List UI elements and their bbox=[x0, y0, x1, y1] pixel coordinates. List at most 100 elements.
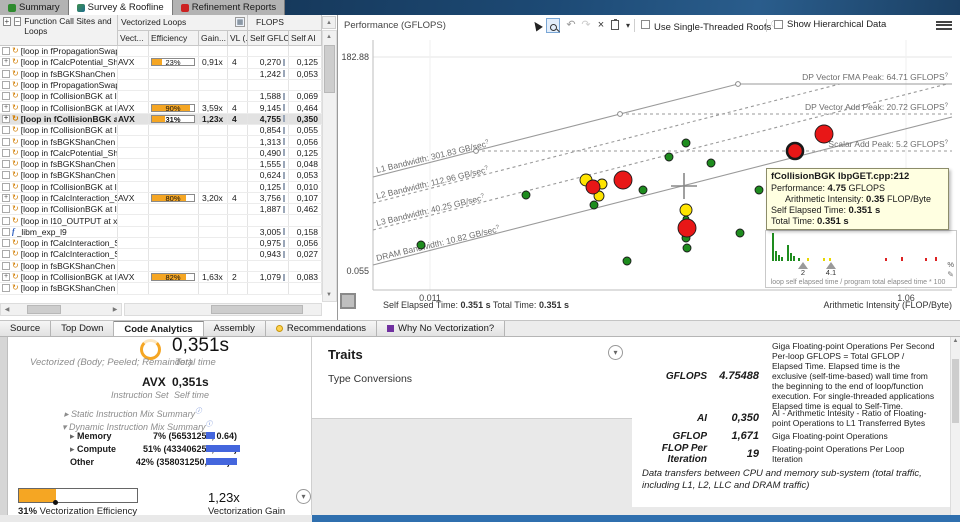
grid-hscrollbar-right[interactable] bbox=[124, 303, 322, 316]
threshold-slider[interactable] bbox=[798, 262, 808, 269]
scrollbar-thumb[interactable] bbox=[211, 305, 303, 314]
loop-dot-green[interactable] bbox=[681, 138, 691, 148]
customize-columns-icon[interactable]: ▦ bbox=[235, 17, 245, 27]
top-tab-survey-roofline[interactable]: Survey & Roofline bbox=[68, 0, 173, 15]
scrollbar-thumb[interactable] bbox=[952, 359, 959, 423]
loop-dot-green[interactable] bbox=[664, 152, 674, 162]
table-row[interactable]: ↻[loop in fsBGKShanChen at lb ... 1,555 0,… bbox=[0, 158, 322, 171]
collapse-traits-icon[interactable]: ▾ bbox=[608, 345, 623, 360]
redo-icon[interactable]: ↷ bbox=[581, 19, 591, 31]
scroll-up-icon[interactable]: ▲ bbox=[952, 338, 959, 344]
column-header-selfai[interactable]: Self AI bbox=[289, 31, 322, 46]
scrollbar-thumb[interactable] bbox=[324, 45, 335, 93]
loop-dot-green[interactable] bbox=[735, 228, 745, 238]
grid-hscrollbar-left[interactable]: ◀ ▶ bbox=[0, 303, 122, 316]
loop-dot-green[interactable] bbox=[589, 200, 599, 210]
table-row[interactable]: ↻[loop in fCollisionBGK at lbpB ... 0,125… bbox=[0, 181, 322, 193]
roof-handle-icon[interactable] bbox=[473, 148, 479, 154]
table-row[interactable]: +↻[loop in fCalcPotential_ShanC ...AVX 23… bbox=[0, 57, 322, 69]
table-row[interactable]: ↻[loop in fCollisionBGK at lbpB ... 0,854… bbox=[0, 125, 322, 137]
loop-dot-green[interactable] bbox=[521, 190, 531, 200]
mix-row-compute[interactable]: ▸ Compute 51% (433406250, 4.93) bbox=[70, 444, 302, 455]
loop-dot-red[interactable] bbox=[585, 179, 601, 195]
column-header-function[interactable]: + − Function Call Sites and Loops bbox=[0, 15, 118, 46]
table-row[interactable]: +↻[loop in fCollisionBGK at lbp ...AVX 31… bbox=[0, 113, 322, 126]
loop-dot-green[interactable] bbox=[682, 243, 692, 253]
table-row[interactable]: ↻[loop in fCollisionBGK at lbpB ... 1,588… bbox=[0, 91, 322, 103]
scroll-up-icon[interactable]: ▲ bbox=[326, 34, 332, 40]
scroll-right-icon[interactable]: ▶ bbox=[112, 307, 118, 313]
loop-dot-red[interactable] bbox=[677, 218, 697, 238]
grid-vertical-scrollbar[interactable]: ▲ ▼ bbox=[322, 30, 337, 302]
table-row[interactable]: ↻[loop in l10_OUTPUT at x10fo ... bbox=[0, 215, 322, 227]
chart-menu-icon[interactable] bbox=[936, 19, 952, 32]
hierarchical-data-checkbox[interactable] bbox=[774, 20, 783, 29]
edit-pencil-icon[interactable]: ✎ bbox=[947, 270, 954, 279]
expand-icon[interactable]: + bbox=[2, 273, 10, 282]
elapsed-time-histogram[interactable]: 2 4.1 loop self elapsed time / program to… bbox=[765, 230, 957, 288]
resize-grip-icon[interactable] bbox=[340, 293, 356, 309]
table-row[interactable]: +↻[loop in fCalcInteraction_Sha ...AVX 80… bbox=[0, 192, 322, 205]
expand-icon[interactable]: + bbox=[2, 114, 10, 123]
column-header-gain[interactable]: Gain... bbox=[199, 31, 228, 46]
undo-icon[interactable]: ↶ bbox=[566, 19, 576, 31]
static-mix-summary-toggle[interactable]: ▸ Static Instruction Mix Summaryⓘ bbox=[64, 408, 202, 419]
expand-icon[interactable]: + bbox=[2, 58, 10, 67]
dropdown-caret-icon[interactable]: ▾ bbox=[625, 21, 630, 30]
threshold-slider[interactable] bbox=[826, 262, 836, 269]
cancel-zoom-icon[interactable]: × bbox=[597, 19, 605, 31]
roof-handle-icon[interactable] bbox=[617, 111, 623, 117]
dynamic-mix-summary-toggle[interactable]: ▾ Dynamic Instruction Mix Summaryⓘ bbox=[62, 421, 213, 432]
mix-row-other[interactable]: Other 42% (358031250, 4.07) bbox=[70, 457, 302, 468]
export-icon[interactable] bbox=[608, 18, 622, 33]
bottom-tab-why-no-vectorization-[interactable]: Why No Vectorization? bbox=[377, 321, 506, 336]
table-row[interactable]: ↻[loop in fsBGKShanChen at lb ... 1,242 0,… bbox=[0, 68, 322, 80]
table-row[interactable]: ↻[loop in fCalcInteraction_Sha ... 0,975 0… bbox=[0, 238, 322, 250]
column-header-vect[interactable]: Vect... bbox=[118, 31, 149, 46]
top-tab-summary[interactable]: Summary bbox=[0, 0, 69, 15]
table-row[interactable]: +↻[loop in fCollisionBGK at lbpS ...AVX 9… bbox=[0, 102, 322, 114]
loop-dot-yellow[interactable] bbox=[679, 203, 693, 217]
column-group-flops[interactable]: FLOPS bbox=[248, 15, 322, 31]
table-row[interactable]: +↻[loop in fCollisionBGK at lbpB ...AVX 8… bbox=[0, 271, 322, 284]
zoom-tool-icon[interactable] bbox=[546, 18, 560, 33]
table-row[interactable]: ↻[loop in fsBGKShanChen at lb ... bbox=[0, 283, 322, 295]
expand-icon[interactable]: + bbox=[2, 194, 10, 202]
column-header-efficiency[interactable]: Efficiency bbox=[149, 31, 199, 46]
selected-loop-dot-red[interactable] bbox=[785, 141, 805, 161]
collapse-section-icon[interactable]: ▾ bbox=[296, 489, 311, 504]
expand-all-icon[interactable]: + bbox=[3, 17, 11, 26]
loop-dot-red[interactable] bbox=[613, 170, 633, 190]
loop-dot-green[interactable] bbox=[416, 240, 426, 250]
bottom-tab-recommendations[interactable]: Recommendations bbox=[265, 321, 378, 336]
table-row[interactable]: ↻[loop in fPropagationSwap at ... bbox=[0, 46, 322, 58]
column-group-vectorized-loops[interactable]: Vectorized Loops ▦ bbox=[118, 15, 248, 31]
table-row[interactable]: ↻[loop in fCalcPotential_ShanC ... 0,490 0… bbox=[0, 147, 322, 159]
panel-splitter[interactable] bbox=[0, 337, 8, 515]
table-row[interactable]: ↻[loop in fPropagationSwap at ... bbox=[0, 79, 322, 92]
bottom-tab-assembly[interactable]: Assembly bbox=[203, 321, 266, 336]
top-tab-refinement-reports[interactable]: Refinement Reports bbox=[172, 0, 286, 15]
bottom-tab-source[interactable]: Source bbox=[0, 321, 52, 336]
roof-handle-icon[interactable] bbox=[735, 81, 741, 87]
mix-row-memory[interactable]: ▸ Memory 7% (56531250, 0.64) bbox=[70, 431, 238, 441]
bottom-tab-top-down[interactable]: Top Down bbox=[51, 321, 115, 336]
table-row[interactable]: ↻[loop in fCalcInteraction_Sha ... 0,943 0… bbox=[0, 249, 322, 261]
column-header-vl[interactable]: VL (... bbox=[228, 31, 248, 46]
grid-header-scroll-up[interactable]: ▲ bbox=[322, 16, 336, 29]
table-row[interactable]: ↻[loop in fCollisionBGK at lbpG ... 1,887… bbox=[0, 204, 322, 216]
bottom-tab-code-analytics[interactable]: Code Analytics bbox=[114, 321, 204, 336]
collapse-all-icon[interactable]: − bbox=[13, 17, 22, 26]
loop-dot-green[interactable] bbox=[754, 185, 764, 195]
loop-dot-green[interactable] bbox=[622, 256, 632, 266]
column-header-selfgflops[interactable]: Self GFLOPS bbox=[248, 31, 289, 46]
hierarchical-data-label[interactable]: Show Hierarchical Data bbox=[787, 19, 887, 30]
scroll-left-icon[interactable]: ◀ bbox=[4, 307, 10, 313]
table-row[interactable]: ↻[loop in fsBGKShanChen at lb ... bbox=[0, 260, 322, 272]
loop-dot-green[interactable] bbox=[706, 158, 716, 168]
table-row[interactable]: ↻[loop in fsBGKShanChen at lb ... 1,313 0,… bbox=[0, 136, 322, 148]
single-threaded-roofs-checkbox[interactable] bbox=[641, 20, 650, 29]
loop-dot-red[interactable] bbox=[814, 124, 834, 144]
table-row[interactable]: ↻[loop in fsBGKShanChen at lb ... 0,624 0,… bbox=[0, 170, 322, 182]
expand-icon[interactable]: + bbox=[2, 103, 10, 112]
